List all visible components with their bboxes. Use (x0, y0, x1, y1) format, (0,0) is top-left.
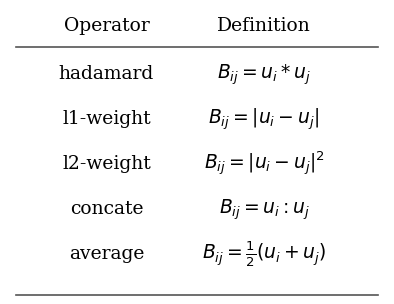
Text: Definition: Definition (217, 17, 311, 35)
Text: hadamard: hadamard (59, 65, 154, 84)
Text: l2-weight: l2-weight (62, 155, 151, 174)
Text: $B_{ij} = u_i * u_j$: $B_{ij} = u_i * u_j$ (217, 62, 311, 87)
Text: $B_{ij} = \frac{1}{2}(u_i + u_j)$: $B_{ij} = \frac{1}{2}(u_i + u_j)$ (202, 240, 326, 269)
Text: concate: concate (70, 200, 143, 219)
Text: average: average (69, 245, 144, 264)
Text: $B_{ij} = u_i : u_j$: $B_{ij} = u_i : u_j$ (219, 197, 309, 222)
Text: Operator: Operator (63, 17, 149, 35)
Text: $B_{ij} = |u_i - u_j|$: $B_{ij} = |u_i - u_j|$ (208, 107, 320, 132)
Text: l1-weight: l1-weight (62, 110, 151, 129)
Text: $B_{ij} = |u_i - u_j|^2$: $B_{ij} = |u_i - u_j|^2$ (204, 150, 324, 178)
